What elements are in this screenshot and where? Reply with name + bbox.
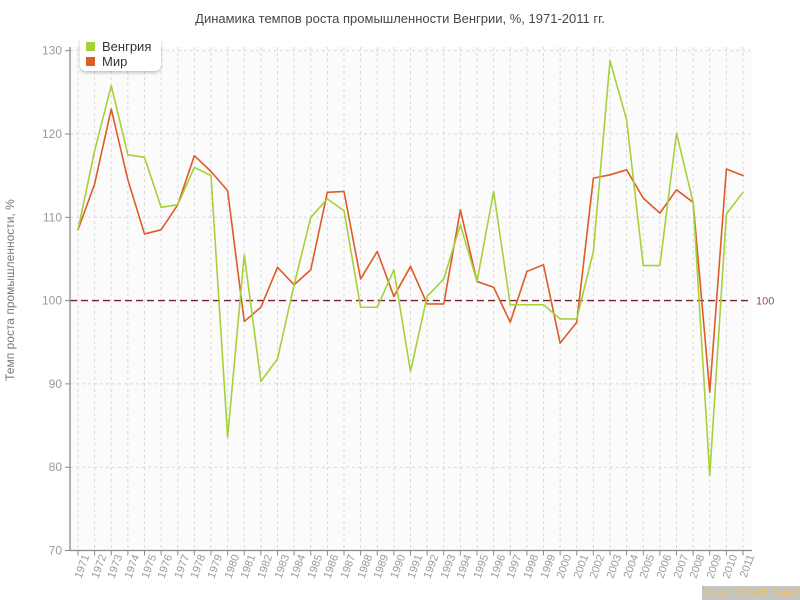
svg-text:80: 80 [49,460,63,474]
svg-text:90: 90 [49,377,63,391]
svg-text:110: 110 [43,210,62,224]
svg-text:130: 130 [42,44,62,58]
svg-text:70: 70 [49,544,63,558]
svg-text:100: 100 [756,296,774,308]
svg-text:100: 100 [42,294,62,308]
svg-text:120: 120 [42,127,62,141]
